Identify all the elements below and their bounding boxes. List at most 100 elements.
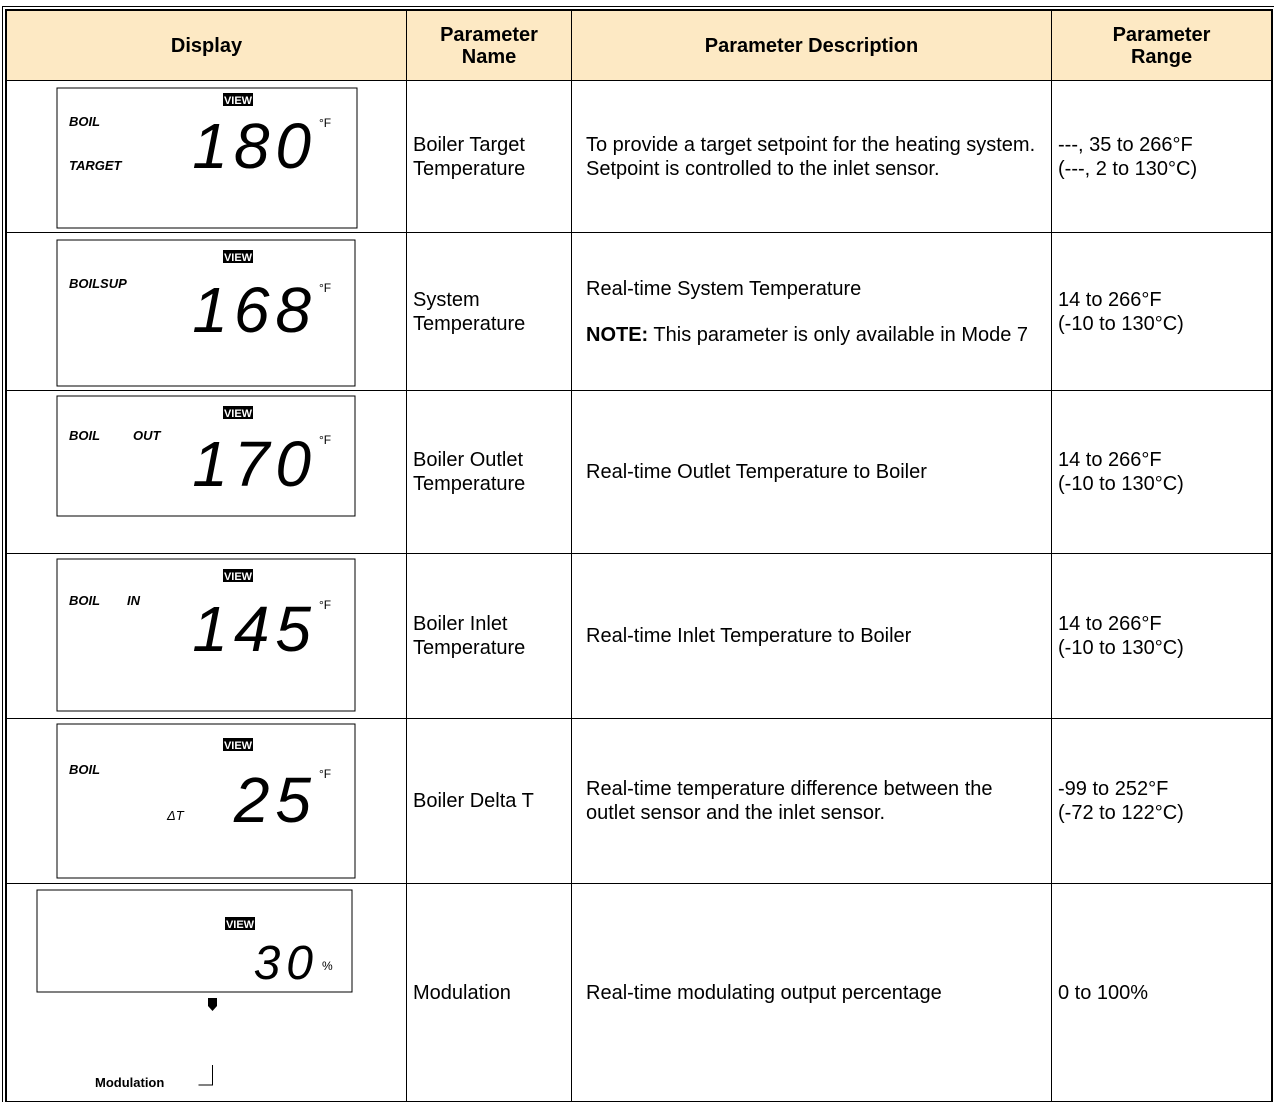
description-text: Real-time temperature difference between… [586,778,993,824]
modulation-indicator [208,997,217,1011]
lcd-unit: °F [319,116,331,130]
view-label: VIEW [224,571,253,583]
view-badge [223,568,253,582]
param-name: Boiler Inlet Temperature [406,553,572,719]
param-description: Real-time Inlet Temperature to Boiler [571,553,1052,719]
param-description: Real-time modulating output percentage [571,883,1052,1102]
header-row: Display Parameter Name Parameter Descrip… [6,10,1272,81]
param-description: Real-time temperature difference between… [571,718,1052,884]
display-cell: VIEW 30 % Modulation [6,883,407,1102]
view-badge [223,737,253,751]
view-label: VIEW [226,919,255,931]
range-line: 14 to 266°F [1058,449,1162,471]
header-cell: Display [6,10,407,81]
row: VIEW BOILSUP 168 °F System Temperature R… [6,232,1272,391]
param-name: Boiler Delta T [406,718,572,884]
param-range: 14 to 266°F (-10 to 130°C) [1051,232,1272,391]
row: VIEW BOIL TARGET 180 °F Boiler Target Te… [6,80,1272,233]
header-text: Parameter Name [440,23,538,68]
view-label: VIEW [224,740,253,752]
lcd-unit: °F [319,598,331,612]
lcd-frame [56,558,356,711]
range-line: 14 to 266°F [1058,613,1162,635]
table-frame: Display Parameter Name Parameter Descrip… [2,6,1274,1102]
view-badge [223,249,253,263]
row: VIEW BOIL ΔT 25 °F Boiler Delta T Real-t… [6,718,1272,884]
view-label: VIEW [224,95,253,107]
lcd-label: IN [127,593,141,608]
lcd-frame [36,889,353,992]
display-cell: VIEW BOIL ΔT 25 °F [6,718,407,884]
parameter-table: Display Parameter Name Parameter Descrip… [6,10,1272,1102]
lcd-frame [56,87,358,228]
header-cell: Parameter Name [406,10,572,81]
lcd-reading: 180 [192,110,317,182]
display-cell: VIEW BOIL TARGET 180 °F [6,80,407,233]
param-description: Real-time Outlet Temperature to Boiler [571,390,1052,554]
param-range: 14 to 266°F (-10 to 130°C) [1051,553,1272,719]
lcd-label: BOIL [69,428,100,443]
lcd-label: BOIL [69,114,100,129]
range-line: (---, 2 to 130°C) [1058,157,1198,180]
description-text: Real-time modulating output percentage [586,981,942,1004]
lcd-display: VIEW BOIL TARGET 180 °F [56,87,358,228]
display-cell: VIEW BOIL OUT 170 °F [6,390,407,554]
param-range: -99 to 252°F (-72 to 122°C) [1051,718,1272,884]
view-badge [223,92,253,106]
lcd-unit: % [322,959,333,973]
range-line: (-10 to 130°C) [1058,637,1184,659]
description-text: Real-time Outlet Temperature to Boiler [586,461,927,483]
header-cell: Parameter Description [571,10,1052,81]
param-name: System Temperature [406,232,572,391]
lcd-label: BOIL [69,593,100,608]
view-label: VIEW [224,252,253,264]
callout-line [198,1064,213,1085]
header-text: Parameter Range [1112,23,1211,68]
callout-label: Modulation [95,1075,164,1090]
note-text: This parameter is only available in Mode… [653,323,1029,346]
view-badge [225,916,255,930]
range-line: ---, 35 to 266°F [1058,133,1193,156]
range-line: -99 to 252°F [1058,778,1169,800]
display-cell: VIEW BOIL IN 145 °F [6,553,407,719]
lcd-label: TARGET [69,158,123,173]
param-description: Real-time System Temperature NOTE: This … [571,232,1052,391]
lcd-display: VIEW 30 % Modulation [36,889,353,1090]
lcd-unit: °F [319,281,331,295]
param-name: Modulation [406,883,572,1102]
description-text: Real-time System Temperature [586,277,862,300]
lcd-frame [56,723,356,878]
range-line: (-10 to 130°C) [1058,473,1184,495]
row: VIEW BOIL OUT 170 °F Boiler Outlet Tempe… [6,390,1272,554]
range-line: 14 to 266°F [1058,288,1162,311]
view-label: VIEW [224,408,253,420]
lcd-unit: °F [319,433,331,447]
display-cell: VIEW BOILSUP 168 °F [6,232,407,391]
description-text: Real-time Inlet Temperature to Boiler [586,625,912,647]
description-text: To provide a target setpoint for the hea… [586,133,1036,180]
lcd-display: VIEW BOIL ΔT 25 °F [56,723,356,878]
param-name: Boiler Target Temperature [406,80,572,233]
lcd-display: VIEW BOILSUP 168 °F [56,239,356,386]
param-range: ---, 35 to 266°F (---, 2 to 130°C) [1051,80,1272,233]
lcd-label: BOIL [69,762,100,777]
range-line: (-72 to 122°C) [1058,802,1184,824]
lcd-display: VIEW BOIL IN 145 °F [56,558,356,711]
view-badge [223,405,253,419]
row: VIEW 30 % Modulation Modulation Real-tim… [6,883,1272,1102]
lcd-reading: 145 [192,593,317,665]
lcd-display: VIEW BOIL OUT 170 °F [56,395,356,516]
header-cell: Parameter Range [1051,10,1272,81]
param-name: Boiler Outlet Temperature [406,390,572,554]
lcd-frame [56,395,356,516]
param-description: To provide a target setpoint for the hea… [571,80,1052,233]
range-line: 0 to 100% [1058,981,1149,1004]
lcd-unit: °F [319,767,331,781]
lcd-label: BOILSUP [69,276,127,291]
lcd-reading: 170 [192,428,317,500]
lcd-frame [56,239,356,386]
note-label: NOTE: [586,323,649,346]
lcd-reading: 25 [233,764,317,836]
lcd-reading: 168 [192,274,317,346]
